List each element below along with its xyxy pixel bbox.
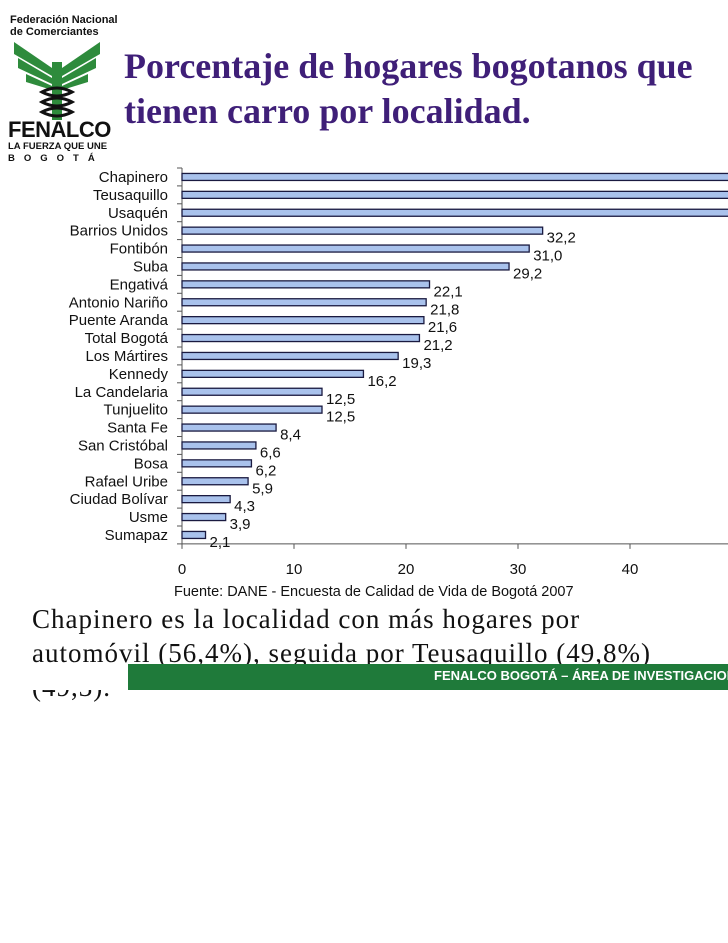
bar: [181, 333, 421, 343]
category-label: Kennedy: [109, 366, 169, 383]
data-label: 4,3: [234, 498, 255, 515]
bar: [181, 351, 399, 361]
data-label: 12,5: [326, 391, 355, 408]
bar: [181, 441, 257, 450]
data-label: 16,2: [367, 373, 396, 390]
category-label: Total Bogotá: [85, 330, 169, 347]
bar: [181, 459, 253, 468]
data-label: 29,2: [513, 265, 542, 282]
logo-line-1: Federación Nacional: [10, 14, 118, 26]
bar: [181, 369, 365, 379]
bar: [181, 262, 510, 271]
data-label: 22,1: [434, 283, 463, 300]
data-label: 19,3: [402, 355, 431, 372]
x-tick-label: 30: [510, 561, 527, 578]
data-label: 31,0: [533, 248, 562, 265]
data-label: 12,5: [326, 409, 355, 426]
category-label: Teusaquillo: [93, 187, 168, 204]
category-label: Chapinero: [99, 169, 168, 186]
bar: [181, 244, 530, 253]
footer-text: FENALCO BOGOTÁ – ÁREA DE INVESTIGACIONES: [434, 668, 728, 683]
data-label: 21,6: [428, 319, 457, 336]
fenalco-emblem-icon: [14, 42, 100, 120]
x-tick-label: 0: [178, 561, 186, 578]
bar: [181, 387, 323, 396]
category-label: Los Mártires: [85, 348, 168, 365]
body-text-line-1: Chapinero es la localidad con más hogare…: [32, 604, 581, 634]
slide-title-line-1: Porcentaje de hogares bogotanos que: [124, 46, 693, 86]
data-label: 21,2: [423, 337, 452, 354]
data-label: 5,9: [252, 480, 273, 497]
chart-source-note: Fuente: DANE - Encuesta de Calidad de Vi…: [174, 584, 574, 600]
logo-tagline-1: LA FUERZA QUE UNE: [8, 141, 108, 152]
x-tick-label: 20: [398, 561, 415, 578]
x-tick-label: 10: [286, 561, 303, 578]
bar: [181, 190, 728, 200]
data-label: 6,2: [255, 462, 276, 479]
category-label: Sumapaz: [105, 527, 168, 544]
bar: [181, 208, 728, 217]
bar-chart: Chapinero Teusaquillo Usaquén Barrios Unido…: [0, 160, 728, 615]
data-label: 8,4: [280, 427, 301, 444]
x-tick-label: 40: [622, 561, 639, 578]
category-label: Tunjuelito: [104, 402, 168, 419]
logo-tagline-2: BOGOTÁ: [8, 153, 104, 164]
bar: [181, 530, 207, 540]
category-label: Ciudad Bolívar: [70, 491, 168, 508]
data-label: 21,8: [430, 301, 459, 318]
category-label: Barrios Unidos: [70, 223, 168, 240]
category-label: San Cristóbal: [78, 437, 168, 454]
bar: [181, 423, 277, 432]
bar: [181, 226, 544, 235]
bar: [181, 477, 249, 486]
bar: [181, 280, 431, 289]
slide-title-line-2: tienen carro por localidad.: [124, 91, 531, 131]
category-label: Rafael Uribe: [85, 473, 168, 490]
fenalco-logo: Federación Nacional de Comerciantes FENA…: [8, 14, 120, 164]
category-label: Usme: [129, 509, 168, 526]
body-text-line-2: automóvil (56,4%), seguida por Teusaquil…: [32, 638, 652, 668]
category-label: Engativá: [110, 276, 169, 293]
category-label: Bosa: [134, 455, 169, 472]
bar: [181, 172, 728, 182]
footer-bar-gap: [0, 664, 128, 690]
category-label: La Candelaria: [75, 384, 169, 401]
data-label: 2,1: [210, 534, 231, 551]
bar: [181, 315, 425, 325]
data-label: 3,9: [230, 516, 251, 533]
category-label: Suba: [133, 258, 169, 275]
bar: [181, 298, 427, 307]
category-label: Fontibón: [110, 241, 168, 258]
category-label: Puente Aranda: [69, 312, 169, 329]
bar: [181, 405, 323, 414]
slide-title: Porcentaje de hogares bogotanos que tien…: [124, 44, 728, 134]
data-label: 32,2: [547, 230, 576, 247]
bar: [181, 494, 231, 504]
category-label: Usaquén: [108, 205, 168, 222]
category-label: Antonio Nariño: [69, 294, 168, 311]
data-label: 6,6: [260, 444, 281, 461]
bar: [181, 512, 227, 522]
logo-line-2: de Comerciantes: [10, 26, 99, 38]
category-label: Santa Fe: [107, 420, 168, 437]
logo-name: FENALCO: [8, 117, 111, 142]
